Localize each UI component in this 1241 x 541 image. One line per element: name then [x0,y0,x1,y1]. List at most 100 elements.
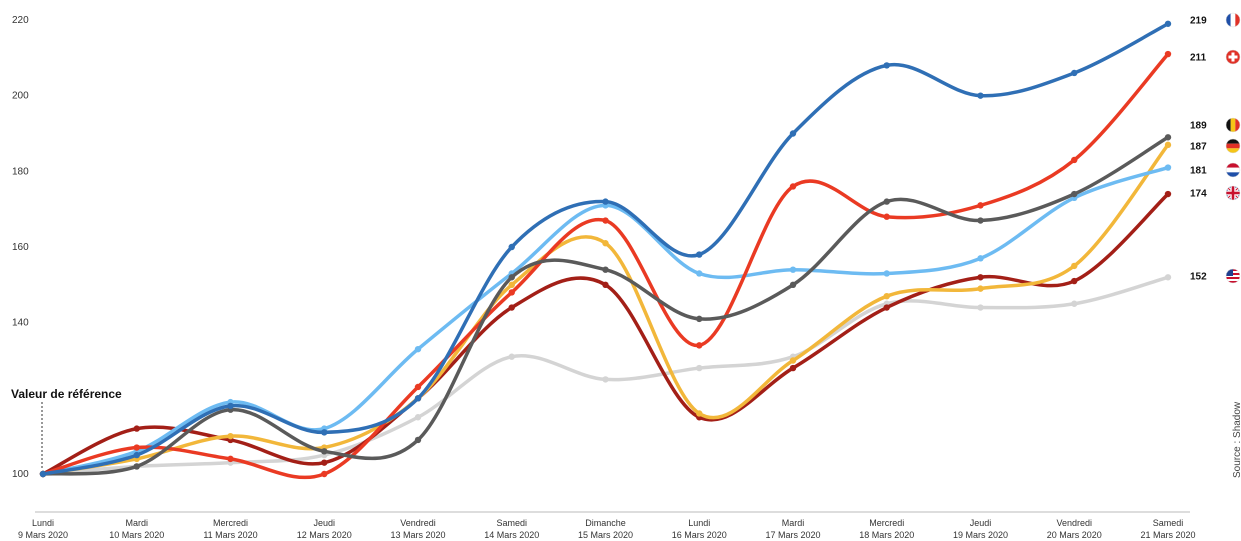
x-tick-day: Mercredi [213,518,248,528]
x-tick-date: 10 Mars 2020 [109,530,164,540]
data-point [227,402,234,410]
x-tick-label: Samedi 21 Mars 2020 [1140,518,1195,540]
data-point [1164,164,1172,171]
data-point [1071,300,1078,307]
data-point [977,92,984,99]
united-kingdom-flag-icon [1225,185,1241,201]
data-point [977,274,984,281]
data-point [977,217,984,224]
data-point [789,130,797,137]
data-point [508,274,515,281]
end-value-label: 189 [1190,121,1207,132]
data-point [602,376,609,383]
x-tick-date: 14 Mars 2020 [484,530,539,540]
series-germany [39,141,1172,478]
data-point [602,217,609,224]
x-tick-label: Jeudi 19 Mars 2020 [953,518,1008,540]
end-value-label: 187 [1190,142,1207,153]
data-point [1164,50,1172,58]
series-line [41,135,1170,476]
x-tick-date: 11 Mars 2020 [203,530,257,540]
data-point [1071,190,1078,198]
x-tick-date: 18 Mars 2020 [859,530,914,540]
end-labels: 219 211 189 187 181 174 152 [1190,12,1241,284]
y-axis: 100 140 160 180 200 220 [12,15,29,480]
data-point [414,414,422,421]
x-tick-day: Vendredi [400,518,436,528]
data-point [1071,262,1078,270]
data-point [977,285,984,292]
x-tick-label: Dimanche 15 Mars 2020 [578,518,633,540]
data-point [133,463,140,470]
data-point [883,270,890,277]
x-tick-label: Jeudi 12 Mars 2020 [297,518,352,540]
data-point [977,255,984,262]
reference-marker: Valeur de référence [11,387,122,470]
data-point [508,243,515,251]
data-point [133,451,140,459]
series-line [41,143,1170,476]
x-tick-day: Vendredi [1056,518,1092,528]
data-point [1164,20,1172,27]
x-tick-day: Lundi [32,518,54,528]
belgium-flag-icon [1225,117,1241,133]
data-point [321,470,328,478]
x-tick-label: Mardi 10 Mars 2020 [109,518,164,540]
data-point [602,266,609,273]
data-point [602,198,609,205]
data-point [1164,274,1172,281]
series-line [41,192,1170,476]
data-point [1071,69,1078,77]
data-point [696,315,703,323]
x-tick-date: 9 Mars 2020 [18,530,68,540]
x-tick-label: Vendredi 20 Mars 2020 [1047,518,1102,540]
data-point [696,270,703,277]
x-tick-day: Jeudi [970,518,992,528]
data-point [789,357,797,364]
data-point [414,383,422,391]
x-tick-date: 21 Mars 2020 [1140,530,1195,540]
data-point [789,364,797,372]
reference-label: Valeur de référence [11,387,122,401]
x-tick-label: Mercredi 18 Mars 2020 [859,518,914,540]
series-france [39,20,1172,478]
x-tick-day: Lundi [688,518,710,528]
data-point [696,364,703,372]
france-flag-icon [1225,12,1241,28]
series-belgium [39,134,1172,478]
data-point [133,444,140,451]
y-tick-label: 100 [12,469,29,480]
data-point [133,425,140,432]
y-tick-label: 140 [12,318,29,329]
x-tick-label: Mardi 17 Mars 2020 [765,518,820,540]
data-point [321,459,328,466]
data-point [696,410,703,417]
y-tick-label: 160 [12,242,29,253]
x-tick-date: 13 Mars 2020 [390,530,445,540]
data-point [883,62,890,69]
data-point [39,470,47,478]
data-point [1164,141,1172,149]
series-united-kingdom [39,190,1172,478]
x-tick-day: Samedi [496,518,527,528]
x-tick-label: Lundi 16 Mars 2020 [672,518,727,540]
source-label: Source : Shadow [1232,401,1241,478]
data-point [1164,134,1172,141]
data-point [1164,190,1172,198]
data-point [321,429,328,436]
netherlands-flag-icon [1225,162,1241,178]
x-tick-day: Mardi [782,518,805,528]
data-point [883,304,890,311]
y-tick-label: 180 [12,166,29,177]
x-tick-date: 19 Mars 2020 [953,530,1008,540]
germany-flag-icon [1225,138,1241,154]
y-tick-label: 200 [12,91,29,102]
series-line [41,165,1170,476]
data-point [977,202,984,209]
data-point [508,353,515,360]
series-lines [39,20,1172,480]
data-point [602,281,609,289]
x-tick-label: Samedi 14 Mars 2020 [484,518,539,540]
united-states-flag-icon [1225,268,1241,284]
x-tick-label: Lundi 9 Mars 2020 [18,518,68,540]
